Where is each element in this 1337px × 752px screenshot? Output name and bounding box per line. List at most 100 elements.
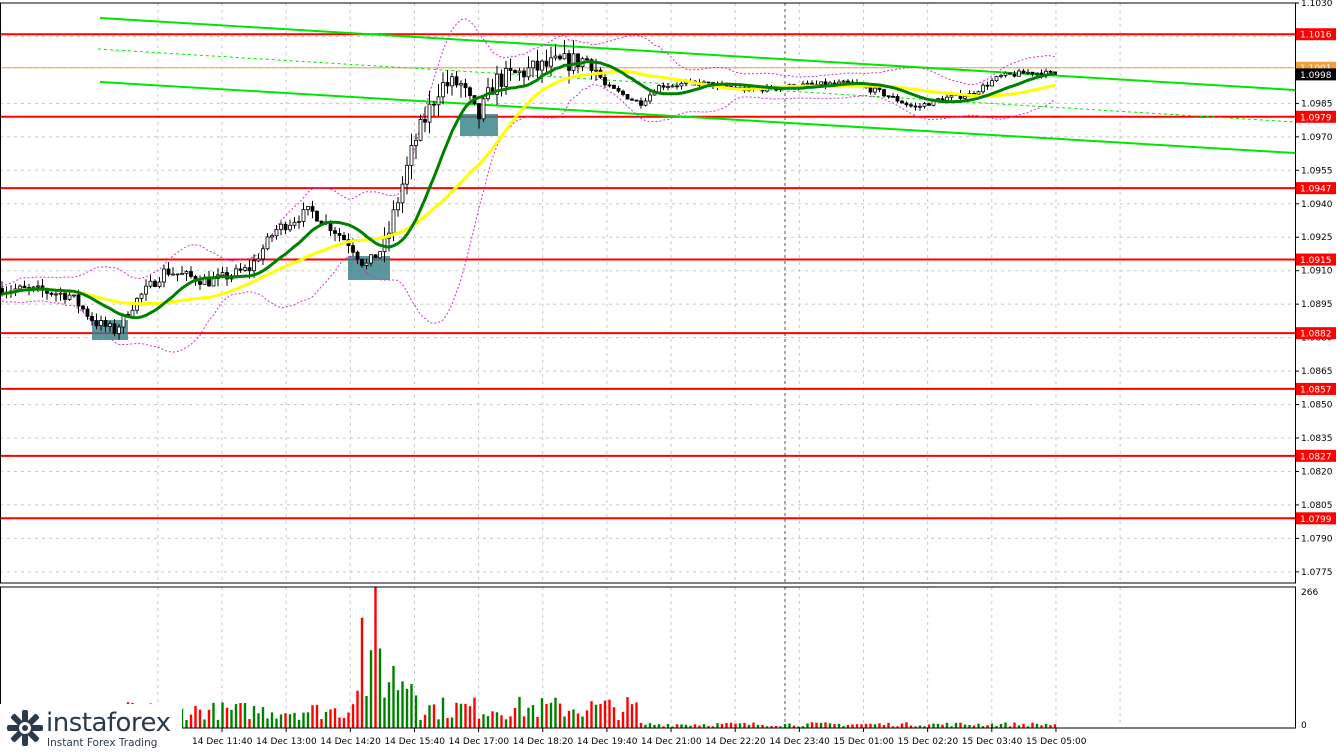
volume-bar	[662, 726, 665, 728]
volume-bar	[410, 684, 413, 728]
candle-body	[1021, 70, 1026, 74]
candle-body	[63, 292, 67, 300]
candle-body	[139, 293, 144, 299]
volume-bar	[509, 716, 512, 728]
volume-bar	[531, 705, 535, 728]
candle-body	[85, 308, 90, 317]
candle-body	[184, 271, 189, 274]
lower-band	[1, 84, 1056, 353]
volume-bar	[527, 707, 530, 728]
volume-bar	[270, 712, 274, 728]
volume-bar	[477, 718, 481, 728]
volume-bar	[221, 702, 224, 728]
candle-body	[468, 87, 472, 96]
volume-bar	[311, 705, 314, 728]
volume-bar	[783, 723, 787, 728]
candle-body	[103, 320, 108, 327]
candle-body	[360, 258, 364, 266]
candle-body	[81, 305, 85, 310]
candle-body	[432, 103, 436, 106]
candle-body	[76, 294, 81, 307]
volume-bar	[810, 722, 814, 728]
candle-body	[198, 280, 202, 285]
candle-body	[630, 98, 634, 101]
candle-body	[333, 230, 337, 234]
price-tick-label: 1.0955	[1301, 166, 1333, 176]
volume-bar	[203, 719, 206, 728]
volume-bar	[837, 723, 841, 728]
candle-body	[450, 76, 454, 87]
candle-body	[544, 60, 549, 67]
candle-body	[436, 96, 441, 106]
volume-bar	[180, 708, 184, 728]
volume-bar	[333, 708, 337, 728]
volume-bar	[1017, 725, 1021, 728]
level-price-label: 1.0947	[1300, 185, 1332, 195]
candle-body	[886, 95, 891, 98]
level-price-tag	[1296, 512, 1336, 525]
price-tick-label: 1.0790	[1301, 534, 1333, 544]
volume-bar	[554, 697, 557, 728]
volume-max-label: 266	[1301, 588, 1318, 598]
logo-name: instaforex	[46, 708, 171, 738]
candle-body	[288, 224, 292, 231]
price-tick-label: 1.0985	[1301, 99, 1333, 109]
candle-body	[666, 86, 670, 88]
candle-body	[981, 84, 985, 93]
level-price-tag	[1296, 253, 1336, 266]
volume-bar	[239, 703, 242, 728]
level-price-label: 1.0857	[1300, 385, 1332, 395]
volume-bar	[927, 724, 931, 728]
volume-bar	[711, 726, 715, 728]
candle-body	[549, 57, 553, 67]
volume-bar	[824, 722, 827, 728]
candle-body	[454, 76, 459, 86]
volume-bar	[257, 713, 260, 728]
volume-bar	[806, 723, 809, 728]
candle-body	[297, 221, 301, 223]
current-price-label: 1.0998	[1300, 71, 1332, 81]
volume-bar	[626, 697, 629, 728]
volume-bar	[234, 704, 238, 728]
candle-body	[427, 103, 432, 123]
price-tick-label: 1.0775	[1301, 568, 1333, 578]
volume-bar	[972, 725, 976, 728]
candle-body	[99, 320, 103, 327]
candle-body	[373, 254, 378, 259]
volume-bar	[693, 724, 697, 728]
level-price-tag	[1296, 382, 1336, 395]
volume-bar	[797, 726, 800, 728]
candle-body	[117, 326, 121, 334]
volume-bar	[671, 726, 674, 728]
volume-bar	[432, 704, 436, 728]
price-axis: 1.10301.10151.10011.09851.09701.09551.09…	[1295, 0, 1336, 731]
candle-body	[517, 70, 522, 74]
volume-bar	[851, 724, 854, 728]
candle-body	[558, 55, 562, 60]
candle-body	[292, 221, 297, 226]
candle-body	[108, 323, 112, 327]
volume-bar	[716, 723, 719, 728]
envelope-bands	[1, 18, 1056, 353]
candle-body	[265, 236, 270, 250]
candle-body	[18, 285, 22, 290]
volume-bar	[639, 722, 643, 728]
time-tick-label: 14 Dec 19:40	[577, 737, 638, 747]
price-tick-label: 1.0820	[1301, 467, 1333, 477]
candle-body	[567, 53, 571, 71]
volume-bar	[878, 723, 881, 728]
volume-bar	[230, 709, 233, 728]
volume-bar	[567, 710, 571, 728]
candle-body	[351, 245, 355, 253]
candle-body	[256, 258, 261, 262]
volume-bar	[689, 725, 692, 728]
candle-body	[58, 292, 63, 295]
candle-body	[1048, 70, 1053, 73]
volume-bar	[842, 726, 845, 728]
volume-bar	[446, 717, 449, 728]
price-tick-label: 1.0910	[1301, 267, 1333, 277]
volume-bar	[995, 726, 998, 728]
volume-bar	[288, 714, 292, 728]
candle-body	[805, 82, 810, 85]
volume-bar	[518, 696, 521, 728]
